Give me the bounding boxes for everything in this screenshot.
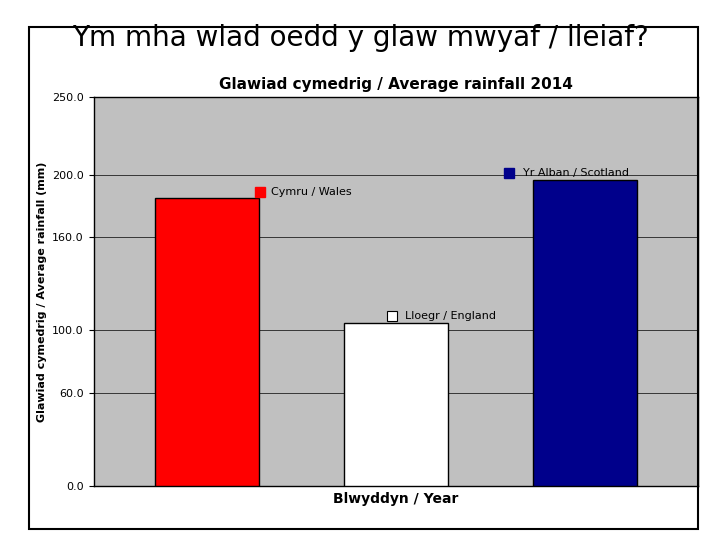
Y-axis label: Glawiad cymedrig / Average rainfall (mm): Glawiad cymedrig / Average rainfall (mm) [37, 161, 47, 422]
Title: Glawiad cymedrig / Average rainfall 2014: Glawiad cymedrig / Average rainfall 2014 [219, 77, 573, 92]
Text: Yr Alban / Scotland: Yr Alban / Scotland [523, 168, 629, 178]
Bar [344, 323, 448, 486]
Text: Cymru / Wales: Cymru / Wales [271, 187, 352, 197]
Bar [533, 180, 637, 486]
Bar [155, 198, 259, 486]
Text: Lloegr / England: Lloegr / England [405, 312, 497, 321]
X-axis label: Blwyddyn / Year: Blwyddyn / Year [333, 491, 459, 505]
Text: Ym mha wlad oedd y glaw mwyaf / lleiaf?: Ym mha wlad oedd y glaw mwyaf / lleiaf? [71, 24, 649, 52]
